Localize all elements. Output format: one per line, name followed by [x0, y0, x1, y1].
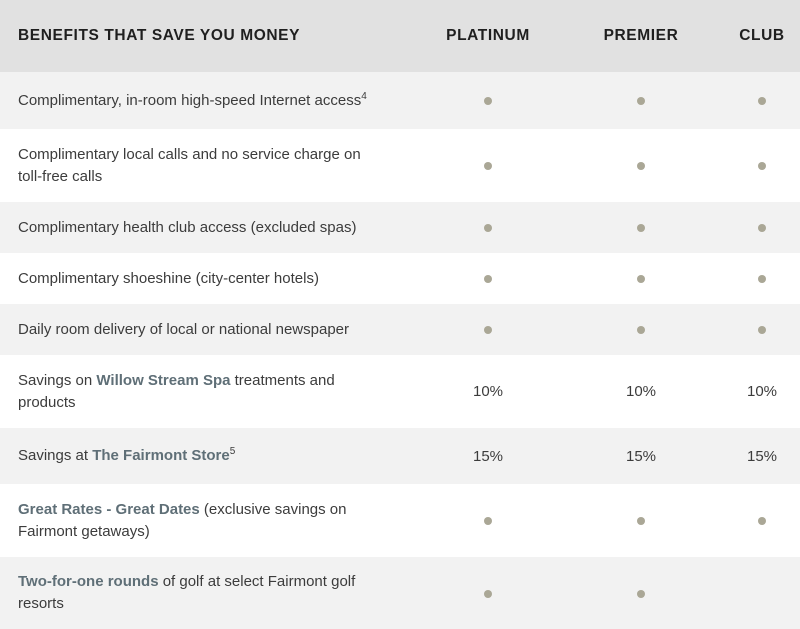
included-dot-icon: [758, 275, 766, 284]
included-dot-icon: [637, 589, 645, 598]
table-row: Two-for-one rounds of golf at select Fai…: [0, 557, 800, 629]
platinum-cell: [418, 585, 558, 602]
club-cell: [724, 270, 800, 287]
included-dot-icon: [758, 224, 766, 233]
platinum-cell: [418, 512, 558, 529]
included-dot-icon: [758, 162, 766, 171]
club-cell: 15%: [746, 447, 778, 465]
premier-cell: [558, 219, 724, 236]
table-row: Great Rates - Great Dates (exclusive sav…: [0, 484, 800, 557]
platinum-cell: 15%: [472, 447, 504, 465]
platinum-cell: [418, 321, 558, 338]
table-row: Savings on Willow Stream Spa treatments …: [0, 355, 800, 428]
table-row: Complimentary shoeshine (city-center hot…: [0, 253, 800, 304]
header-premier: PREMIER: [603, 27, 679, 44]
platinum-cell: [418, 219, 558, 236]
benefit-label: Complimentary, in-room high-speed Intern…: [18, 90, 367, 109]
included-dot-icon: [637, 97, 645, 106]
benefit-label: Daily room delivery of local or national…: [18, 320, 349, 338]
premier-cell: [558, 270, 724, 287]
included-dot-icon: [484, 326, 492, 335]
two-for-one-rounds-link[interactable]: Two-for-one rounds: [18, 573, 159, 590]
club-cell: [724, 92, 800, 109]
included-dot-icon: [637, 275, 645, 284]
benefit-label: Great Rates - Great Dates (exclusive sav…: [18, 500, 347, 540]
fairmont-store-link[interactable]: The Fairmont Store: [92, 447, 230, 464]
included-dot-icon: [637, 517, 645, 526]
club-cell: 10%: [746, 383, 778, 400]
included-dot-icon: [637, 162, 645, 171]
included-dot-icon: [484, 162, 492, 171]
great-rates-great-dates-link[interactable]: Great Rates - Great Dates: [18, 500, 200, 518]
benefit-label: Two-for-one rounds of golf at select Fai…: [18, 573, 356, 612]
included-dot-icon: [484, 589, 492, 598]
header-club: CLUB: [739, 27, 785, 44]
header-platinum: PLATINUM: [446, 27, 530, 44]
included-dot-icon: [758, 517, 766, 526]
included-dot-icon: [637, 326, 645, 335]
table-row: Complimentary, in-room high-speed Intern…: [0, 72, 800, 129]
table-row: Daily room delivery of local or national…: [0, 304, 800, 355]
included-dot-icon: [758, 326, 766, 335]
premier-cell: [558, 512, 724, 529]
willow-stream-spa-link[interactable]: Willow Stream Spa: [96, 371, 231, 389]
benefit-label: Savings at The Fairmont Store5: [18, 446, 236, 465]
included-dot-icon: [484, 517, 492, 526]
club-cell: [724, 321, 800, 338]
premier-cell: 10%: [625, 383, 657, 400]
premier-cell: [558, 321, 724, 338]
platinum-cell: [418, 92, 558, 109]
premier-cell: [558, 157, 724, 174]
benefit-label: Complimentary health club access (exclud…: [18, 218, 357, 236]
benefit-label: Complimentary local calls and no service…: [18, 145, 361, 185]
included-dot-icon: [484, 97, 492, 106]
premier-cell: [558, 585, 724, 602]
table-row: Savings at The Fairmont Store5 15% 15% 1…: [0, 428, 800, 484]
platinum-cell: 10%: [472, 383, 504, 400]
benefit-label: Savings on Willow Stream Spa treatments …: [18, 371, 335, 411]
included-dot-icon: [758, 97, 766, 106]
included-dot-icon: [637, 224, 645, 233]
included-dot-icon: [484, 224, 492, 233]
premier-cell: 15%: [625, 447, 657, 465]
table-row: Complimentary local calls and no service…: [0, 129, 800, 202]
table-row: Complimentary health club access (exclud…: [0, 202, 800, 253]
club-cell: [724, 157, 800, 174]
benefit-label: Complimentary shoeshine (city-center hot…: [18, 269, 319, 287]
premier-cell: [558, 92, 724, 109]
platinum-cell: [418, 270, 558, 287]
table-header: BENEFITS THAT SAVE YOU MONEY PLATINUM PR…: [0, 0, 800, 72]
header-benefits: BENEFITS THAT SAVE YOU MONEY: [18, 27, 301, 44]
included-dot-icon: [484, 275, 492, 284]
platinum-cell: [418, 157, 558, 174]
club-cell: [724, 219, 800, 236]
club-cell: [724, 512, 800, 529]
